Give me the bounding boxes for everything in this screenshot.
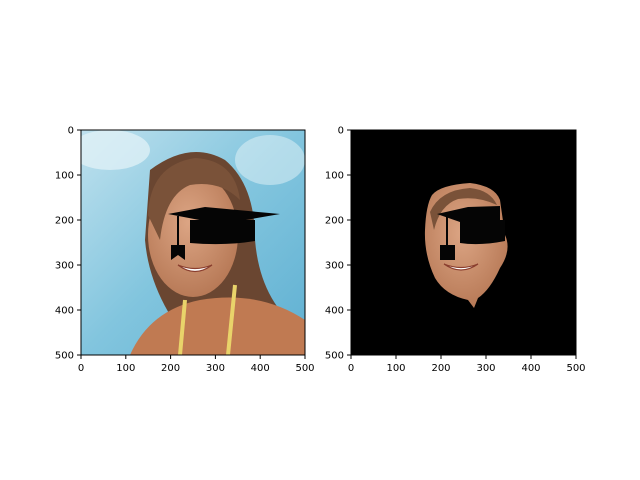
x-tick-label-right: 0 [348, 363, 354, 374]
x-tick-label-right: 100 [386, 363, 405, 374]
x-tick-label-left: 300 [206, 363, 225, 374]
y-tick-label-left: 100 [55, 171, 74, 182]
y-tick-label-right: 0 [338, 126, 344, 137]
axes-frame-right [350, 129, 577, 356]
y-tick-label-right: 400 [325, 306, 344, 317]
y-tick-label-left: 300 [55, 261, 74, 272]
x-ticks-right: 0 100 200 300 400 500 [348, 355, 586, 374]
segmented-face-image [351, 130, 576, 355]
x-tick-label-right: 400 [521, 363, 540, 374]
y-tick-label-right: 200 [325, 216, 344, 227]
axes-left: 0 100 200 300 400 500 0 100 200 300 400 500 [55, 126, 315, 375]
axes-right: 0 100 200 300 400 500 0 100 200 300 400 500 [325, 126, 586, 375]
x-tick-label-right: 300 [476, 363, 495, 374]
x-tick-label-right: 200 [431, 363, 450, 374]
y-tick-label-left: 0 [68, 126, 74, 137]
y-ticks-left: 0 100 200 300 400 500 [55, 126, 81, 362]
y-tick-label-left: 400 [55, 306, 74, 317]
y-tick-label-right: 300 [325, 261, 344, 272]
photo-image [81, 130, 305, 355]
y-tick-label-right: 500 [325, 351, 344, 362]
y-tick-label-right: 100 [325, 171, 344, 182]
y-tick-label-left: 500 [55, 351, 74, 362]
x-tick-label-right: 500 [566, 363, 585, 374]
x-tick-label-left: 100 [116, 363, 135, 374]
y-ticks-right: 0 100 200 300 400 500 [325, 126, 351, 362]
y-tick-label-left: 200 [55, 216, 74, 227]
x-tick-label-left: 0 [78, 363, 84, 374]
axes-frame-left [80, 129, 306, 356]
x-tick-label-left: 200 [161, 363, 180, 374]
x-tick-label-left: 500 [295, 363, 314, 374]
x-tick-label-left: 400 [251, 363, 270, 374]
x-ticks-left: 0 100 200 300 400 500 [78, 355, 315, 374]
